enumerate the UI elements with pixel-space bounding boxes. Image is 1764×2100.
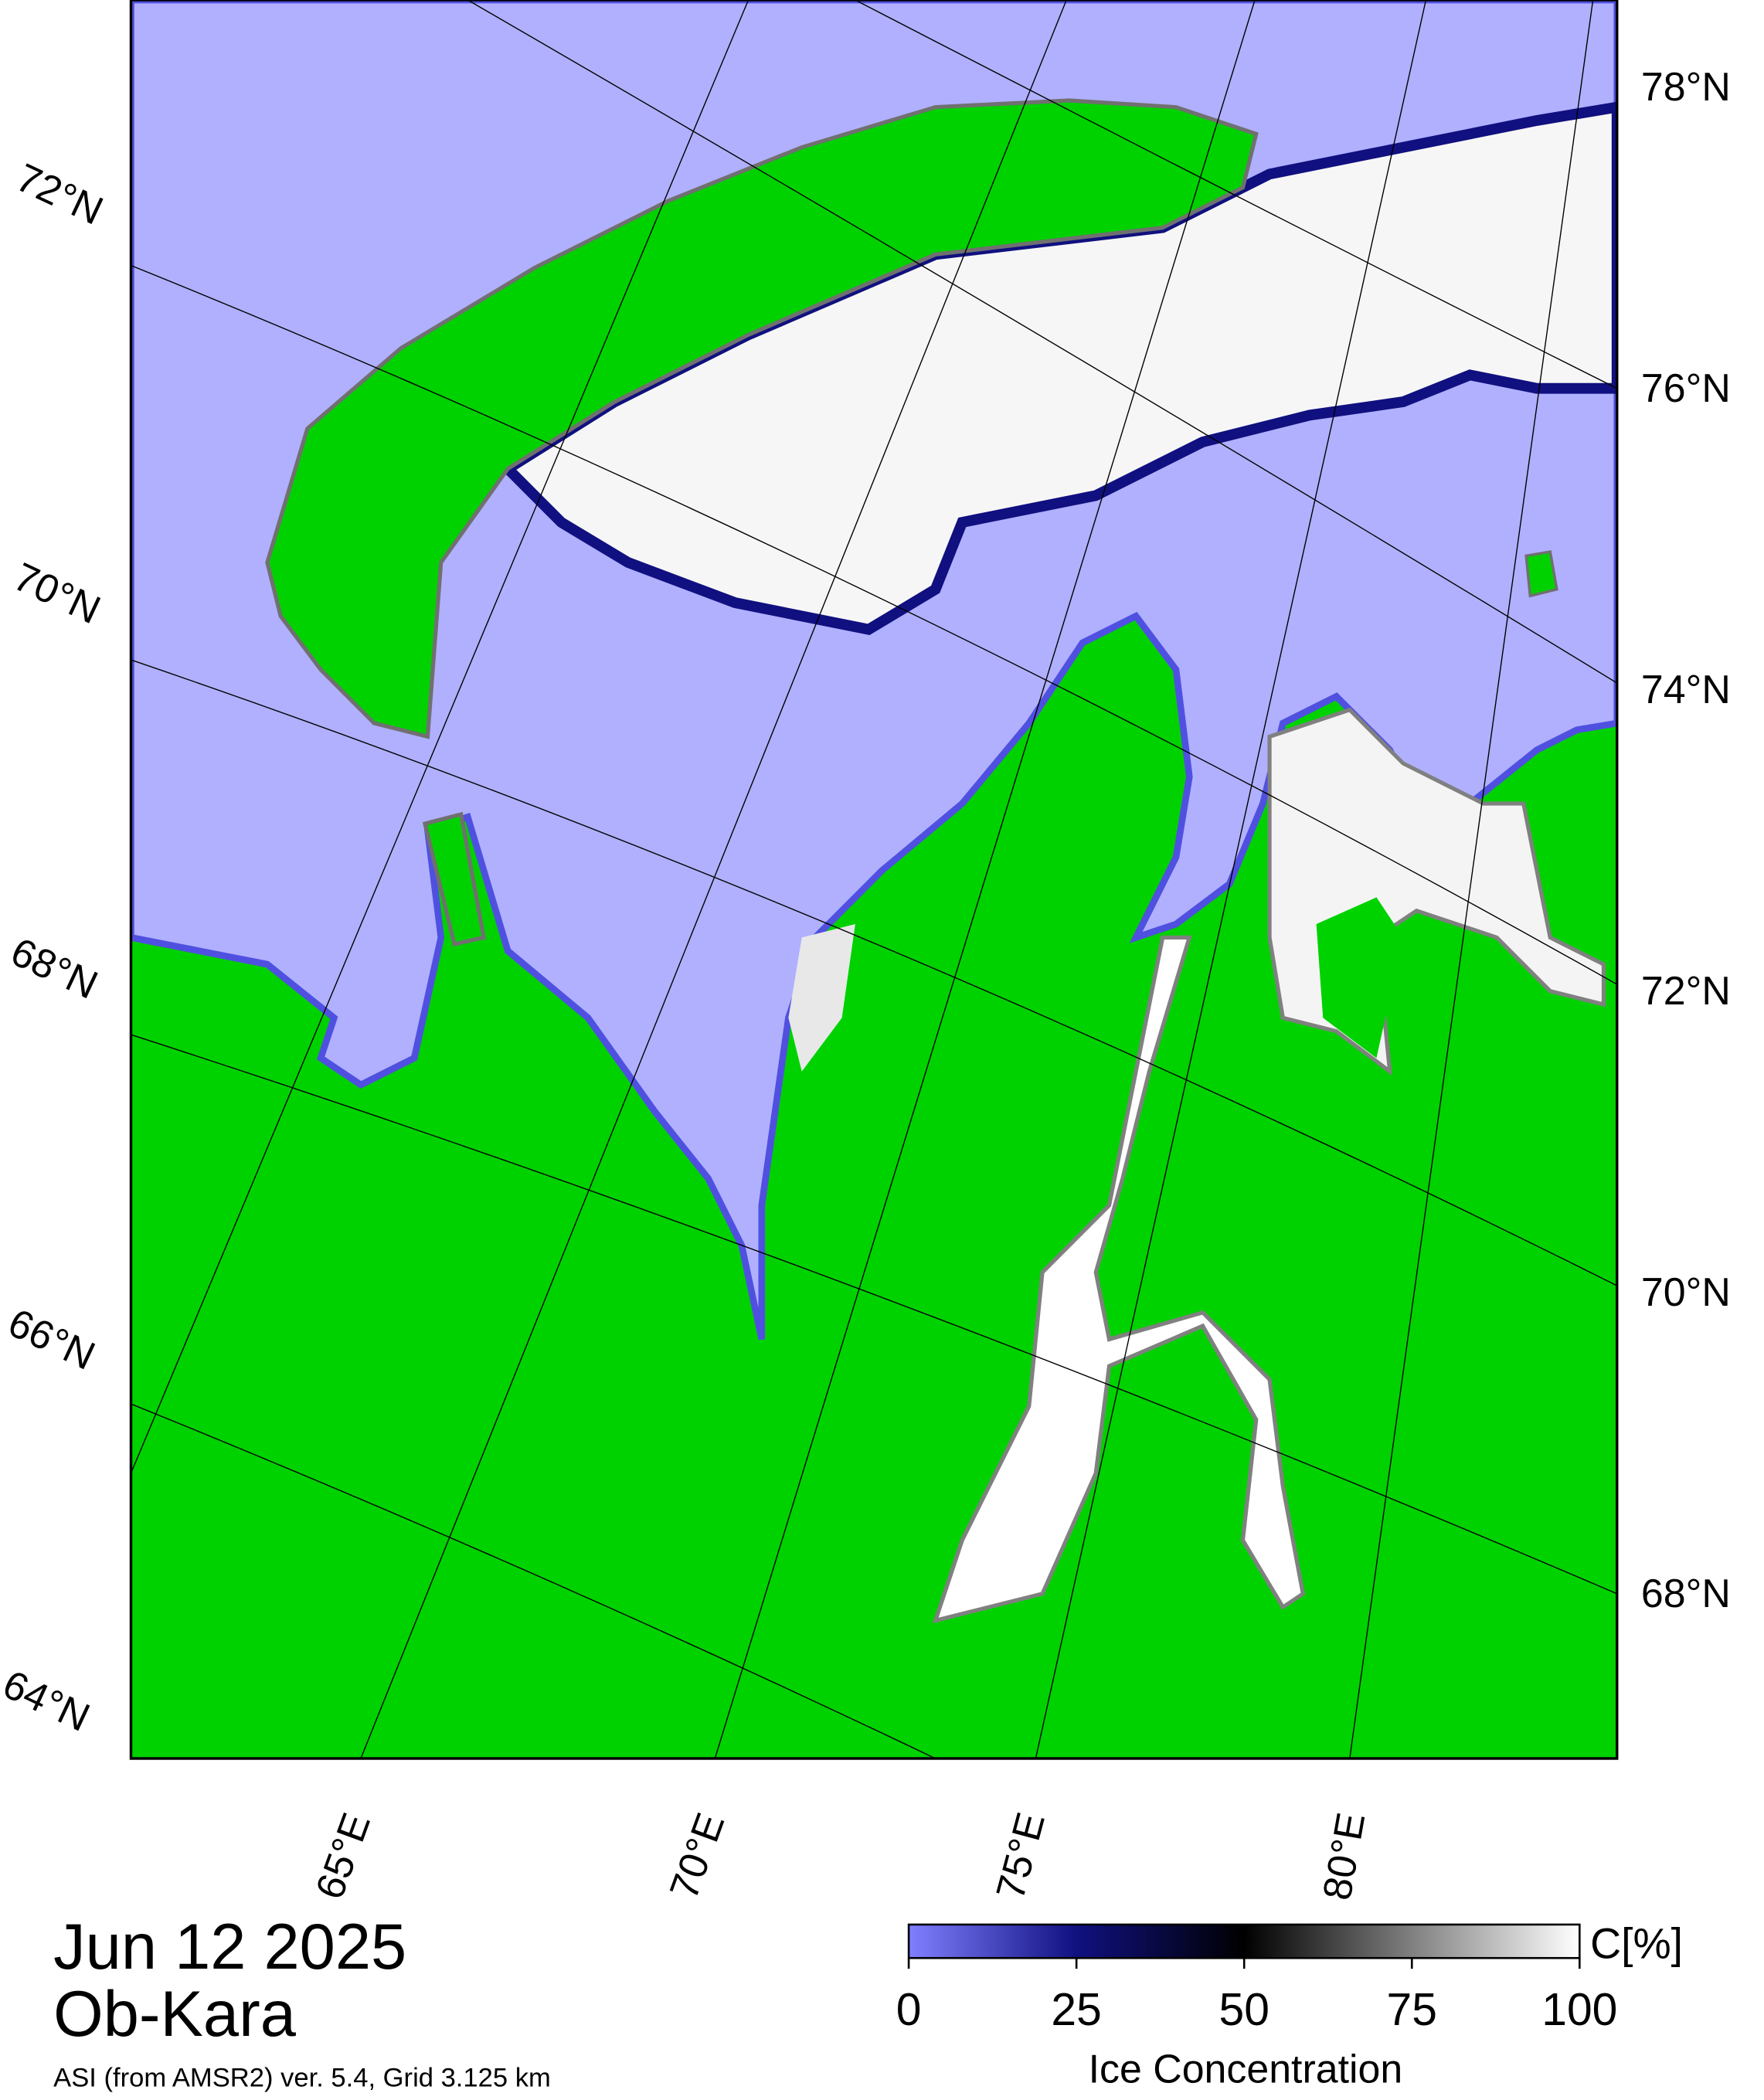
lat-label: 72°N: [1641, 969, 1731, 1014]
grid-line: [714, 0, 1256, 1758]
colorbar: C[%] Ice Concentration 0 25 50 75 100: [896, 1919, 1683, 2092]
lon-label: 65°E: [308, 1807, 379, 1905]
lat-label: 70°N: [1641, 1270, 1731, 1315]
colorbar-tick-label: 100: [1541, 1985, 1617, 2035]
yamal-coast-ice: [788, 924, 855, 1072]
grid-line: [131, 1034, 1617, 1595]
grid-line: [131, 659, 1617, 1286]
lat-label: 70°N: [7, 555, 107, 634]
colorbar-unit: C[%]: [1590, 1919, 1683, 1967]
map-frame: [129, 0, 1619, 1760]
graticule: [131, 0, 1617, 1758]
lon-label: 80°E: [1315, 1809, 1375, 1904]
lat-label: 64°N: [0, 1662, 96, 1741]
grid-line: [1349, 0, 1594, 1758]
grid-line: [467, 0, 1617, 684]
source: ASI (from AMSR2) ver. 5.4, Grid 3.125 km: [53, 2064, 551, 2093]
lat-label: 68°N: [1641, 1572, 1731, 1616]
lat-label: 68°N: [4, 929, 104, 1008]
gydan-land: [1316, 897, 1404, 1058]
grid-line: [855, 0, 1617, 389]
lon-label: 75°E: [988, 1808, 1054, 1904]
colorbar-tick-label: 75: [1387, 1985, 1437, 2035]
grid-line: [131, 0, 749, 1474]
vaygach: [422, 811, 487, 947]
grid-line: [131, 1403, 936, 1758]
novaya-zemlya: [265, 98, 1259, 739]
lat-label: 78°N: [1641, 65, 1731, 110]
lat-label: 76°N: [1641, 366, 1731, 411]
lon-label: 70°E: [661, 1807, 733, 1905]
date: Jun 12 2025: [53, 1911, 406, 1983]
grid-line: [360, 0, 1067, 1758]
grid-line: [1035, 0, 1427, 1758]
colorbar-tick-label: 0: [896, 1985, 922, 2035]
map-area: [131, 0, 1617, 1758]
lat-label: 66°N: [2, 1300, 102, 1379]
lat-label: 74°N: [1641, 668, 1731, 712]
colorbar-tick-label: 50: [1219, 1985, 1269, 2035]
lat-label: 72°N: [9, 155, 110, 234]
colorbar-ramp: [907, 1923, 1581, 1959]
region: Ob-Kara: [53, 1978, 297, 2050]
grid-line: [131, 264, 1617, 985]
colorbar-label: Ice Concentration: [1089, 2047, 1403, 2092]
colorbar-tick-label: 25: [1051, 1985, 1101, 2035]
island: [1524, 550, 1558, 598]
ob-gulf-ice: [932, 935, 1306, 1624]
